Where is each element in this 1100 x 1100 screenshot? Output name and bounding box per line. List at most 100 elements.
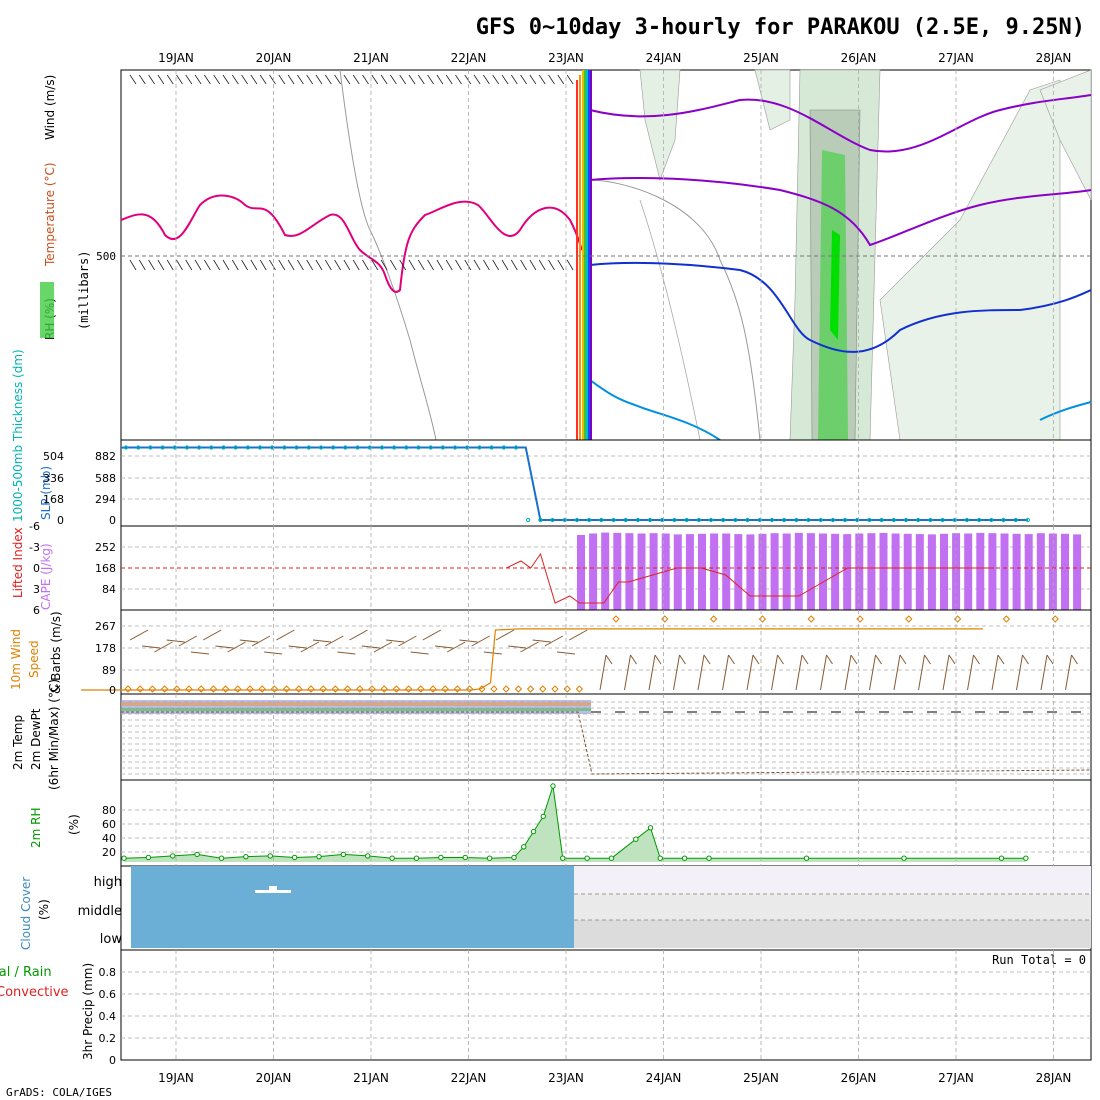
slp-marker bbox=[1001, 517, 1006, 523]
wind-barb bbox=[324, 635, 344, 647]
wind-barb bbox=[176, 259, 183, 271]
wind-barb bbox=[227, 641, 246, 653]
rh-marker bbox=[550, 783, 556, 789]
wind-barb bbox=[306, 74, 314, 85]
slp-marker bbox=[745, 517, 750, 523]
wind-speed-marker bbox=[185, 685, 193, 693]
date-label-top: 19JAN bbox=[158, 51, 194, 65]
wind-barb bbox=[566, 259, 574, 271]
wind-speed-marker bbox=[221, 685, 230, 693]
wind-barb bbox=[728, 654, 735, 665]
wind-barb bbox=[1071, 654, 1078, 665]
rh-contour bbox=[339, 69, 437, 441]
slp-marker bbox=[977, 517, 982, 523]
wind-barb bbox=[334, 259, 341, 271]
rh-marker bbox=[530, 828, 537, 835]
rh-marker bbox=[486, 855, 493, 861]
wind-barb bbox=[297, 74, 304, 85]
wind-barb bbox=[352, 259, 360, 271]
cloud-level-middle: middle bbox=[78, 904, 122, 919]
wind-barb bbox=[390, 74, 397, 85]
cape-bar bbox=[1000, 533, 1009, 610]
cape-bar bbox=[649, 533, 658, 610]
wind-barb bbox=[129, 629, 149, 641]
cape-bar bbox=[964, 533, 973, 610]
slp-marker bbox=[123, 445, 129, 450]
wind-speed-marker bbox=[197, 685, 205, 693]
slp-marker bbox=[989, 517, 994, 523]
wind-barb bbox=[399, 259, 407, 271]
wind-barb bbox=[538, 74, 546, 85]
wind-speed-marker bbox=[160, 685, 169, 693]
slp-marker bbox=[599, 517, 604, 523]
cape-ylabel-left: Lifted Index bbox=[11, 527, 25, 598]
wind-barb bbox=[306, 259, 314, 271]
slp-marker bbox=[440, 445, 445, 450]
rh-marker bbox=[389, 855, 395, 861]
precip-ylabel-3: 3hr Precip (mm) bbox=[81, 963, 95, 1060]
wind-barb bbox=[434, 645, 454, 649]
wind-speed-marker bbox=[307, 685, 315, 693]
wind-speed-marker bbox=[319, 685, 327, 693]
date-label-top: 25JAN bbox=[743, 51, 779, 65]
wind-barb bbox=[599, 654, 607, 691]
rh-marker bbox=[657, 855, 663, 861]
wind-barb bbox=[777, 654, 784, 665]
wind-barb bbox=[222, 74, 230, 85]
rh-legend-swatch bbox=[40, 282, 54, 338]
temperature-line-blue bbox=[589, 261, 1092, 353]
precip-run-total: Run Total = 0 bbox=[992, 953, 1086, 967]
wind-barb bbox=[362, 259, 369, 271]
wind-barb bbox=[204, 259, 211, 271]
slp-marker bbox=[221, 445, 226, 450]
slp-marker bbox=[489, 445, 494, 450]
upper-ylabel-pres: (millibars) bbox=[77, 251, 91, 330]
wind-barb bbox=[417, 74, 425, 85]
rh-marker bbox=[560, 855, 566, 861]
wind-barb bbox=[446, 641, 466, 653]
wind-speed-marker bbox=[173, 685, 181, 693]
wind10m-barbs bbox=[129, 629, 1078, 691]
temp2m-panel: 2m Temp 2m DewPt (6hr Min/Max) (°C) bbox=[11, 679, 1092, 790]
rh-marker bbox=[243, 853, 249, 860]
slp-marker bbox=[294, 445, 299, 450]
cape-ylabel-right: CAPE (J/kg) bbox=[39, 543, 53, 610]
slp-marker bbox=[782, 517, 787, 523]
tick-label: 84 bbox=[102, 583, 116, 596]
rh-marker bbox=[540, 813, 546, 820]
tick-label: 0.6 bbox=[99, 988, 117, 1001]
rh-marker bbox=[121, 855, 127, 861]
cloud-high-band bbox=[574, 866, 1091, 894]
rh-marker bbox=[194, 851, 200, 858]
cape-bar bbox=[698, 533, 706, 610]
wind-barb bbox=[399, 74, 407, 85]
wind-speed-marker bbox=[441, 685, 449, 693]
wind-barb bbox=[231, 259, 239, 271]
wind-barb bbox=[166, 74, 174, 85]
slp-marker bbox=[404, 445, 409, 450]
wind-speed-marker bbox=[661, 615, 669, 623]
wind-barb bbox=[1065, 654, 1072, 691]
slp-marker bbox=[891, 517, 896, 523]
slp-marker bbox=[647, 517, 653, 523]
tick-label: 252 bbox=[95, 541, 116, 554]
slp-marker bbox=[830, 517, 835, 523]
wind-barb bbox=[483, 259, 490, 271]
slp-marker bbox=[428, 445, 433, 450]
wind-barb bbox=[520, 74, 527, 85]
wind-barb bbox=[532, 639, 551, 643]
wind-barb bbox=[250, 74, 258, 85]
slp-marker bbox=[416, 445, 421, 450]
wind-speed-marker bbox=[465, 685, 474, 693]
chart-title: GFS 0~10day 3-hourly for PARAKOU (2.5E, … bbox=[476, 15, 1085, 40]
wind-barb bbox=[157, 74, 165, 85]
wind-speed-marker bbox=[343, 685, 352, 693]
wind-barb bbox=[557, 259, 565, 271]
wind-barb bbox=[334, 74, 341, 85]
wind-barb bbox=[495, 629, 515, 641]
wind-barb bbox=[148, 259, 155, 271]
wind-barb bbox=[942, 654, 950, 691]
cape-bar bbox=[976, 532, 985, 610]
level-500-label: 500 bbox=[96, 250, 116, 263]
wind-barb bbox=[185, 259, 193, 271]
